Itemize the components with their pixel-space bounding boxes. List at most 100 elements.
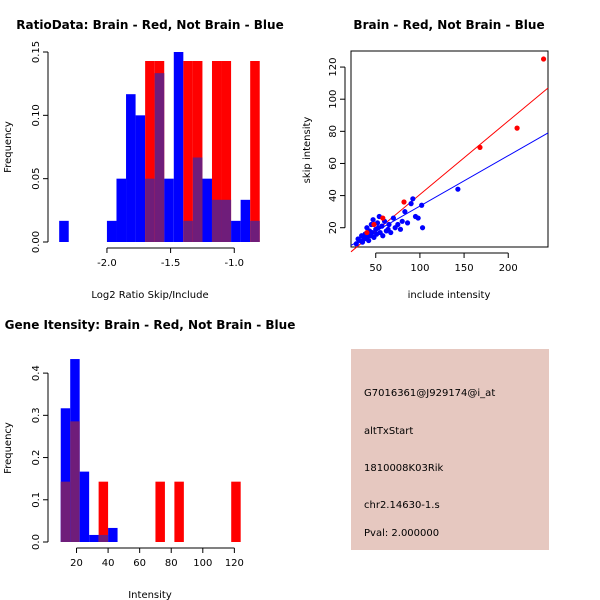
gene-x-tick-label: 60 — [133, 558, 146, 569]
gene-bar-brain — [98, 481, 109, 542]
gene-bar-brain — [155, 481, 165, 542]
info-panel-background — [351, 349, 549, 550]
scatter-y-tick-label: 80 — [328, 125, 339, 138]
point-not-brain — [402, 209, 408, 215]
ratio-bar-brain — [250, 60, 260, 242]
point-brain — [540, 56, 547, 62]
ratio-bar-not-brain — [126, 94, 136, 243]
ratio-bar-brain — [145, 60, 155, 242]
gene-x-tick-label: 100 — [193, 558, 212, 569]
gene-bar-overlap — [60, 481, 71, 542]
point-not-brain — [390, 215, 397, 221]
probe-id: G7016361@J929174@i_at — [364, 388, 495, 399]
gene-histogram-title: Gene Itensity: Brain - Red, Not Brain - … — [5, 318, 296, 332]
scatter-y-tick-label: 60 — [328, 157, 339, 170]
ratio-bar-brain — [192, 60, 203, 242]
ratio-bar-not-brain — [240, 199, 251, 242]
ratio-bar-overlap — [250, 220, 260, 242]
point-not-brain — [380, 233, 386, 239]
ratio-bar-overlap — [183, 220, 193, 242]
point-not-brain — [379, 223, 385, 229]
point-not-brain — [386, 221, 392, 228]
gene-x-tick-label: 120 — [225, 558, 244, 569]
gene-y-tick-label: 0.0 — [31, 534, 42, 550]
gene-y-tick-label: 0.3 — [31, 407, 42, 423]
ratio-x-tick-label: -2.0 — [97, 258, 117, 269]
gene-y-tick-label: 0.4 — [31, 365, 42, 381]
point-not-brain — [369, 229, 375, 236]
event-type: altTxStart — [364, 426, 413, 437]
point-brain — [477, 144, 483, 150]
point-not-brain — [410, 196, 416, 202]
scatter-axes: 50 100 150 200 20 40 60 80 100 120 — [328, 58, 518, 274]
gene-histogram-bars — [60, 359, 241, 542]
gene-bar-not-brain — [108, 527, 118, 542]
gene-bar-overlap — [70, 421, 80, 542]
ratio-bar-overlap — [145, 178, 155, 242]
ratio-bar-overlap — [211, 199, 222, 242]
ratio-x-tick-label: -1.0 — [225, 258, 245, 269]
ratio-x-tick-label: -1.5 — [161, 258, 181, 269]
gene-x-tick-label: 40 — [102, 558, 115, 569]
scatter-title: Brain - Red, Not Brain - Blue — [353, 18, 544, 32]
ratio-y-tick-label: 0.00 — [31, 231, 42, 253]
ratio-bar-not-brain — [202, 178, 212, 242]
ratio-bar-not-brain — [135, 115, 146, 242]
gene-x-tick-label: 80 — [165, 558, 178, 569]
ratio-bar-not-brain — [173, 52, 184, 242]
gene-bar-brain — [174, 481, 184, 542]
probe-info-panel: G7016361@J929174@i_at altTxStart 1810008… — [351, 349, 549, 550]
point-brain — [514, 125, 520, 131]
scatter-y-tick-label: 120 — [328, 58, 339, 77]
ratio-bar-brain — [183, 60, 193, 242]
ratio-bar-brain — [211, 60, 222, 242]
gene-intensity-histogram-plot: Gene Itensity: Brain - Red, Not Brain - … — [3, 318, 295, 600]
pval: Pval: 2.000000 — [364, 528, 439, 539]
point-brain — [401, 199, 407, 205]
scatter-plot-frame — [350, 50, 549, 248]
ratio-bar-not-brain — [106, 220, 117, 242]
scatter-y-tick-label: 100 — [328, 90, 339, 109]
gene-y-tick-label: 0.1 — [31, 492, 42, 508]
scatter-x-tick-label: 50 — [369, 263, 382, 274]
scatter-y-tick-label: 40 — [328, 189, 339, 202]
point-not-brain — [366, 237, 372, 244]
gene-histogram-ylabel: Frequency — [3, 422, 14, 474]
point-brain — [371, 221, 377, 228]
ratio-histogram-axes: -2.0 -1.5 -1.0 0.00 0.05 0.10 0.15 — [31, 41, 244, 269]
ratio-histogram-bars — [59, 52, 260, 243]
point-not-brain — [388, 229, 394, 236]
scatter-x-tick-label: 100 — [410, 263, 429, 274]
point-not-brain — [419, 202, 425, 208]
gene-histogram-axes: 20 40 60 80 100 120 0.0 0.1 0.2 0.3 0.4 — [31, 365, 244, 569]
gene-x-tick-label: 20 — [70, 558, 83, 569]
point-not-brain — [399, 218, 405, 224]
scatter-points — [353, 56, 547, 247]
point-not-brain — [397, 226, 404, 232]
ratio-y-tick-label: 0.05 — [31, 168, 42, 190]
ratio-histogram-plot: RatioData: Brain - Red, Not Brain - Blue… — [3, 18, 284, 301]
gene-symbol: 1810008K03Rik — [364, 463, 444, 474]
ratio-bar-not-brain — [116, 178, 127, 242]
ratio-y-tick-label: 0.15 — [31, 41, 42, 63]
scatter-y-tick-label: 20 — [328, 221, 339, 234]
point-not-brain — [353, 241, 359, 247]
ratio-bar-overlap — [154, 73, 165, 242]
scatter-ylabel: skip intensity — [302, 117, 313, 184]
gene-bar-brain — [231, 481, 241, 542]
point-brain — [380, 215, 386, 221]
locus: chr2.14630-1.s — [364, 500, 440, 511]
ratio-bar-brain — [221, 60, 232, 242]
intensity-scatter-plot: Brain - Red, Not Brain - Blue include in… — [302, 18, 549, 301]
gene-y-tick-label: 0.2 — [31, 450, 42, 466]
point-brain — [364, 229, 370, 236]
gene-bar-not-brain — [60, 408, 71, 542]
point-not-brain — [370, 217, 376, 223]
gene-bar-not-brain — [89, 534, 99, 542]
ratio-bar-not-brain — [164, 178, 174, 242]
point-not-brain — [408, 201, 414, 207]
ratio-histogram-xlabel: Log2 Ratio Skip/Include — [91, 290, 208, 301]
scatter-xlabel: include intensity — [408, 290, 491, 301]
scatter-x-tick-label: 150 — [455, 263, 474, 274]
